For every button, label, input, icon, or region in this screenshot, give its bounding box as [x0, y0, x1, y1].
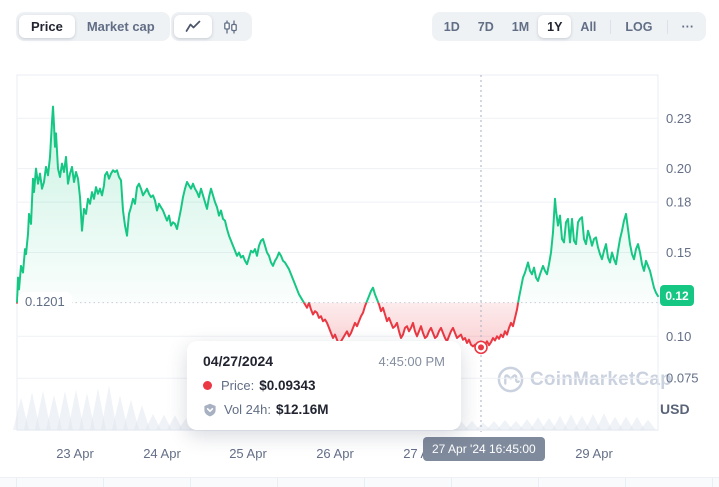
area-fill-up — [17, 106, 658, 303]
current-price-badge: 0.12 — [660, 285, 694, 306]
price-dot-icon — [203, 381, 212, 390]
volume-shield-icon — [203, 403, 217, 417]
range-1y[interactable]: 1Y — [538, 15, 572, 38]
x-axis-label: 24 Apr — [143, 446, 181, 461]
y-axis-tick-label: 0.075 — [666, 371, 699, 386]
view-toggle: Price Market cap — [16, 12, 170, 41]
x-axis-label: 23 Apr — [56, 446, 94, 461]
timeline-scrubber[interactable] — [0, 477, 719, 487]
log-scale-button[interactable]: LOG — [625, 19, 653, 34]
line-chart-type-button[interactable] — [174, 15, 212, 38]
watermark-text: CoinMarketCap — [530, 368, 672, 390]
y-axis-tick-label: 0.23 — [666, 111, 691, 126]
y-axis-unit-label: USD — [660, 401, 690, 417]
range-1d[interactable]: 1D — [443, 19, 460, 34]
range-7d[interactable]: 7D — [477, 19, 494, 34]
y-axis-tick-label: 0.20 — [666, 161, 691, 176]
more-options-button[interactable]: ··· — [681, 19, 695, 34]
tooltip-price-value: $0.09343 — [259, 378, 316, 393]
chart-type-toggle — [171, 12, 252, 41]
tooltip-volume-value: $12.16M — [276, 402, 329, 417]
y-axis-tick-label: 0.18 — [666, 195, 691, 210]
candlestick-icon — [223, 20, 238, 34]
tooltip-price-label: Price: — [221, 378, 255, 393]
crosshair-marker-dot — [478, 344, 484, 351]
range-1m[interactable]: 1M — [511, 19, 530, 34]
separator — [610, 19, 612, 34]
tooltip-volume-label: Vol 24h: — [224, 402, 271, 417]
y-axis-tick-label: 0.15 — [666, 245, 691, 260]
x-axis-label: 26 Apr — [316, 446, 354, 461]
y-axis-tick-label: 0.10 — [666, 329, 691, 344]
tooltip-time: 4:45:00 PM — [378, 354, 446, 369]
x-axis-label: 25 Apr — [229, 446, 267, 461]
tab-price[interactable]: Price — [19, 15, 75, 38]
tooltip-date: 04/27/2024 — [203, 353, 274, 369]
x-axis-label: 29 Apr — [575, 446, 613, 461]
price-line-up — [16, 105, 659, 303]
coinmarketcap-watermark: CoinMarketCap — [497, 366, 672, 393]
separator — [666, 19, 668, 34]
chart-tooltip: 04/27/2024 4:45:00 PM Price: $0.09343 Vo… — [187, 341, 461, 430]
line-chart-icon — [185, 20, 201, 33]
crosshair-time-badge: 27 Apr '24 16:45:00 — [423, 437, 545, 461]
price-line-down — [16, 302, 520, 349]
range-all[interactable]: All — [580, 19, 597, 34]
candlestick-chart-type-button[interactable] — [212, 15, 249, 38]
tab-market-cap[interactable]: Market cap — [86, 19, 155, 34]
range-selector: 1D 7D 1M 1Y All LOG ··· — [431, 12, 706, 41]
baseline-value-label: 0.1201 — [18, 292, 72, 311]
